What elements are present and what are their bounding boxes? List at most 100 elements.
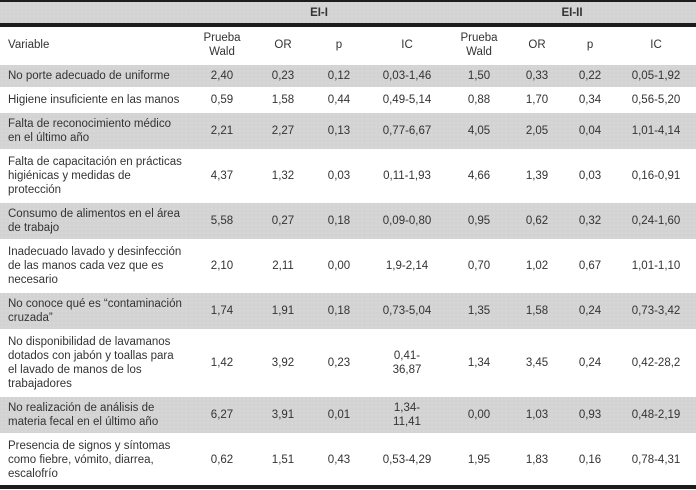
or-ei2-cell: 1,58 — [510, 291, 565, 330]
col-header-ic-ei2: IC — [616, 25, 696, 64]
wald-ei1-cell: 4,37 — [190, 149, 254, 202]
table-row: Consumo de alimentos en el área de traba… — [0, 201, 696, 240]
variable-cell: Falta de reconocimiento médico en el últ… — [0, 111, 190, 150]
or-ei2-cell: 1,83 — [510, 433, 565, 487]
col-header-wald-ei1: Prueba Wald — [190, 25, 254, 64]
p-ei2-cell: 0,34 — [564, 87, 617, 112]
ic-ei1-cell: 0,03-1,46 — [366, 63, 449, 88]
col-header-or-ei1: OR — [254, 25, 312, 64]
ic-ei2-cell: 0,56-5,20 — [616, 87, 696, 112]
wald-ei1-cell: 1,42 — [190, 329, 254, 396]
ic-ei2-cell: 0,73-3,42 — [616, 291, 696, 330]
p-ei1-cell: 0,23 — [312, 329, 366, 396]
col-header-p-ei2: p — [564, 25, 617, 64]
p-ei2-cell: 0,32 — [564, 201, 617, 240]
wald-ei1-cell: 2,10 — [190, 239, 254, 292]
variable-cell: No realización de análisis de materia fe… — [0, 395, 190, 434]
ic-ei2-cell: 0,48-2,19 — [616, 395, 696, 434]
variable-cell: No conoce qué es “contaminación cruzada” — [0, 291, 190, 330]
group-header-ei1: EI-I — [190, 1, 449, 27]
p-ei1-cell: 0,00 — [312, 239, 366, 292]
wald-ei2-cell: 4,05 — [448, 111, 511, 150]
wald-ei1-cell: 5,58 — [190, 201, 254, 240]
col-header-ic-ei1: IC — [366, 25, 449, 64]
p-ei1-cell: 0,44 — [312, 87, 366, 112]
variable-cell: No porte adecuado de uniforme — [0, 63, 190, 88]
variable-cell: Inadecuado lavado y desinfección de las … — [0, 239, 190, 292]
p-ei2-cell: 0,67 — [564, 239, 617, 292]
col-header-variable: Variable — [0, 25, 190, 64]
or-ei2-cell: 0,62 — [510, 201, 565, 240]
ic-ei1-cell: 0,09-0,80 — [366, 201, 449, 240]
or-ei1-cell: 1,58 — [254, 87, 312, 112]
p-ei1-cell: 0,43 — [312, 433, 366, 487]
or-ei2-cell: 1,03 — [510, 395, 565, 434]
column-header-row: Variable Prueba Wald OR p IC Prueba Wald… — [0, 25, 696, 64]
wald-ei2-cell: 0,00 — [448, 395, 511, 434]
ic-ei2-cell: 0,78-4,31 — [616, 433, 696, 487]
ic-ei1-cell: 0,53-4,29 — [366, 433, 449, 487]
col-header-p-ei1: p — [312, 25, 366, 64]
ic-ei1-cell: 1,9-2,14 — [366, 239, 449, 292]
col-header-or-ei2: OR — [510, 25, 565, 64]
p-ei1-cell: 0,12 — [312, 63, 366, 88]
group-header-row: EI-I EI-II — [0, 1, 696, 27]
table-row: No realización de análisis de materia fe… — [0, 395, 696, 434]
wald-ei2-cell: 1,35 — [448, 291, 511, 330]
variable-cell: Falta de capacitación en prácticas higié… — [0, 149, 190, 202]
or-ei1-cell: 1,91 — [254, 291, 312, 330]
table-row: Falta de capacitación en prácticas higié… — [0, 149, 696, 202]
wald-ei2-cell: 1,34 — [448, 329, 511, 396]
group-header-ei2: EI-II — [448, 1, 696, 27]
col-header-wald-ei2: Prueba Wald — [448, 25, 511, 64]
p-ei2-cell: 0,22 — [564, 63, 617, 88]
ic-ei1-cell: 0,41- 36,87 — [366, 329, 449, 396]
ic-ei1-cell: 0,11-1,93 — [366, 149, 449, 202]
wald-ei1-cell: 2,21 — [190, 111, 254, 150]
wald-ei2-cell: 0,70 — [448, 239, 511, 292]
or-ei1-cell: 2,27 — [254, 111, 312, 150]
p-ei2-cell: 0,16 — [564, 433, 617, 487]
table-row: Inadecuado lavado y desinfección de las … — [0, 239, 696, 292]
group-header-spacer — [0, 1, 190, 27]
p-ei2-cell: 0,93 — [564, 395, 617, 434]
ic-ei2-cell: 0,05-1,92 — [616, 63, 696, 88]
wald-ei1-cell: 0,62 — [190, 433, 254, 487]
or-ei1-cell: 1,51 — [254, 433, 312, 487]
p-ei2-cell: 0,24 — [564, 329, 617, 396]
p-ei1-cell: 0,01 — [312, 395, 366, 434]
wald-ei1-cell: 1,74 — [190, 291, 254, 330]
or-ei2-cell: 3,45 — [510, 329, 565, 396]
table-row: Presencia de signos y síntomas como fieb… — [0, 433, 696, 487]
table-row: No conoce qué es “contaminación cruzada”… — [0, 291, 696, 330]
or-ei2-cell: 1,39 — [510, 149, 565, 202]
or-ei1-cell: 3,91 — [254, 395, 312, 434]
or-ei1-cell: 2,11 — [254, 239, 312, 292]
p-ei1-cell: 0,03 — [312, 149, 366, 202]
or-ei2-cell: 1,02 — [510, 239, 565, 292]
wald-ei2-cell: 1,95 — [448, 433, 511, 487]
ic-ei1-cell: 0,77-6,67 — [366, 111, 449, 150]
ic-ei2-cell: 0,16-0,91 — [616, 149, 696, 202]
wald-ei2-cell: 0,88 — [448, 87, 511, 112]
variable-cell: Higiene insuficiente en las manos — [0, 87, 190, 112]
table-row: No disponibilidad de lavamanos dotados c… — [0, 329, 696, 396]
ic-ei2-cell: 0,42-28,2 — [616, 329, 696, 396]
ic-ei2-cell: 0,24-1,60 — [616, 201, 696, 240]
p-ei1-cell: 0,18 — [312, 291, 366, 330]
ic-ei1-cell: 0,49-5,14 — [366, 87, 449, 112]
table-row: Higiene insuficiente en las manos 0,59 1… — [0, 87, 696, 112]
p-ei2-cell: 0,24 — [564, 291, 617, 330]
variable-cell: No disponibilidad de lavamanos dotados c… — [0, 329, 190, 396]
ic-ei2-cell: 1,01-4,14 — [616, 111, 696, 150]
or-ei1-cell: 0,23 — [254, 63, 312, 88]
p-ei1-cell: 0,13 — [312, 111, 366, 150]
wald-ei1-cell: 2,40 — [190, 63, 254, 88]
p-ei2-cell: 0,03 — [564, 149, 617, 202]
table-row: No porte adecuado de uniforme 2,40 0,23 … — [0, 63, 696, 88]
wald-ei2-cell: 1,50 — [448, 63, 511, 88]
variable-cell: Presencia de signos y síntomas como fieb… — [0, 433, 190, 487]
table-row: Falta de reconocimiento médico en el últ… — [0, 111, 696, 150]
